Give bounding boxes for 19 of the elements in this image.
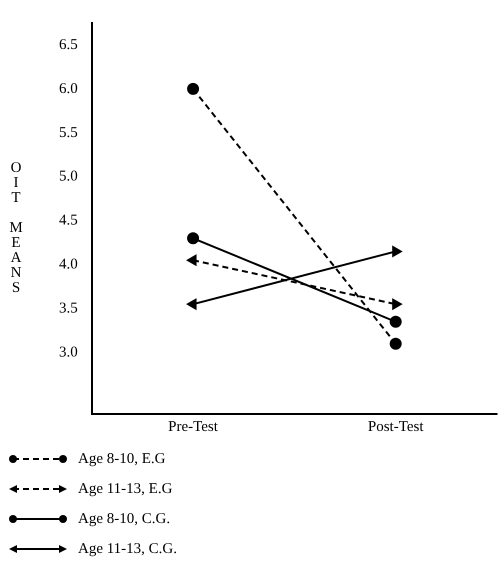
legend-label: Age 8-10, E.G (78, 450, 166, 468)
point (390, 316, 402, 328)
y-axis-title: OIT MEANS (8, 160, 24, 295)
x-tick-label: Pre-Test (168, 418, 219, 435)
legend-label: Age 8-10, C.G. (78, 510, 170, 528)
point (390, 338, 402, 350)
point (187, 232, 200, 244)
y-tick-label: 6.0 (59, 80, 78, 97)
legend-label: Age 11-13, C.G. (78, 540, 178, 558)
x-tick-label: Post-Test (368, 418, 424, 435)
legend-label: Age 11-13, E.G (78, 480, 172, 498)
point (187, 82, 200, 95)
y-tick-label: 3.0 (59, 344, 78, 360)
y-tick-label: 3.5 (59, 300, 78, 316)
y-tick-label: 4.5 (59, 212, 78, 229)
y-tick-label: 5.0 (59, 168, 78, 185)
y-tick-label: 5.5 (59, 124, 78, 141)
y-tick-label: 4.0 (59, 256, 78, 273)
y-tick-label: 6.5 (59, 36, 78, 53)
